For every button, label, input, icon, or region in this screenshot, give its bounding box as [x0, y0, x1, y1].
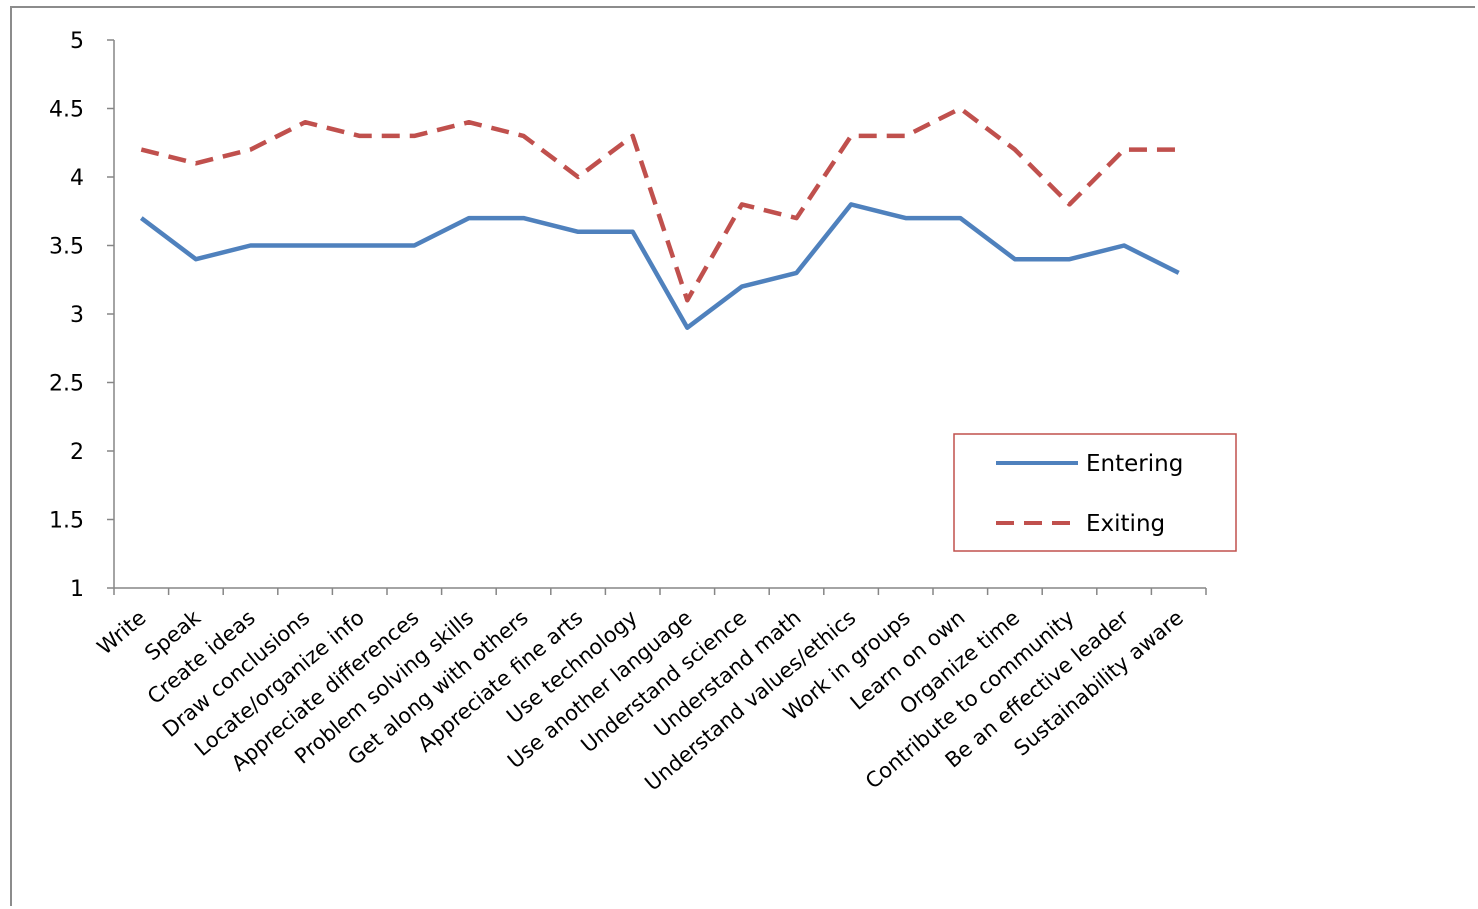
legend: Entering Exiting: [953, 433, 1237, 552]
series-line-exiting: [140, 106, 1179, 303]
series-lines: [139, 106, 1180, 330]
series-line-entering: [139, 202, 1180, 330]
y-tick-label: 5: [70, 29, 84, 54]
y-tick-label: 2.5: [49, 372, 84, 397]
legend-label-exiting: Exiting: [1086, 511, 1165, 537]
y-tick-label: 1.5: [49, 509, 84, 534]
y-tick-label: 4: [70, 166, 84, 191]
y-tick-label: 1: [70, 577, 84, 602]
x-category-label: Write: [93, 605, 151, 659]
y-tick-label: 3: [70, 303, 84, 328]
y-tick-label: 4.5: [49, 98, 84, 123]
y-tick-labels: 1 1.5 2 2.5 3 3.5 4 4.5 5: [49, 29, 84, 602]
y-tick-label: 2: [70, 440, 84, 465]
y-tick-label: 3.5: [49, 235, 84, 260]
axes: [107, 39, 1207, 595]
legend-label-entering: Entering: [1086, 451, 1183, 477]
legend-box: [953, 433, 1237, 552]
chart-frame: [10, 6, 1475, 906]
